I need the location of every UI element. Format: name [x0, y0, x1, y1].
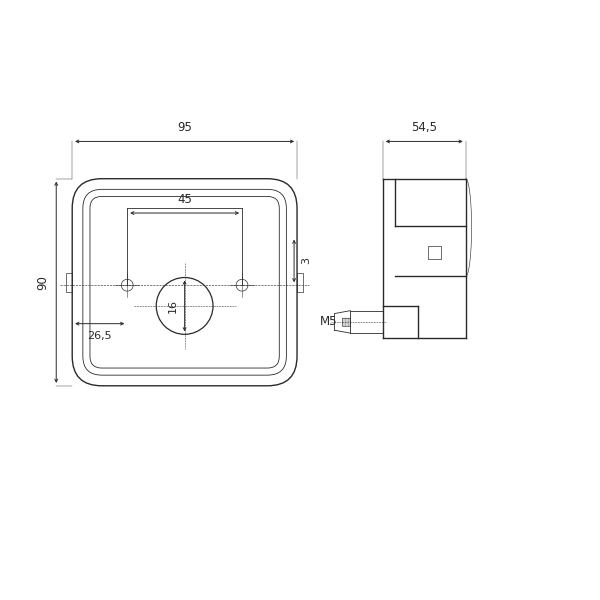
Bar	[297, 273, 303, 292]
Text: 95: 95	[177, 121, 192, 134]
Bar	[342, 318, 350, 326]
Bar	[66, 273, 72, 292]
Text: 3: 3	[301, 257, 311, 265]
Text: 45: 45	[177, 193, 192, 206]
Text: 16: 16	[167, 299, 178, 313]
Text: 26,5: 26,5	[88, 331, 112, 341]
Text: 54,5: 54,5	[411, 121, 437, 134]
Bar	[428, 246, 441, 259]
Text: M5: M5	[320, 316, 337, 328]
Text: 90: 90	[36, 275, 49, 290]
